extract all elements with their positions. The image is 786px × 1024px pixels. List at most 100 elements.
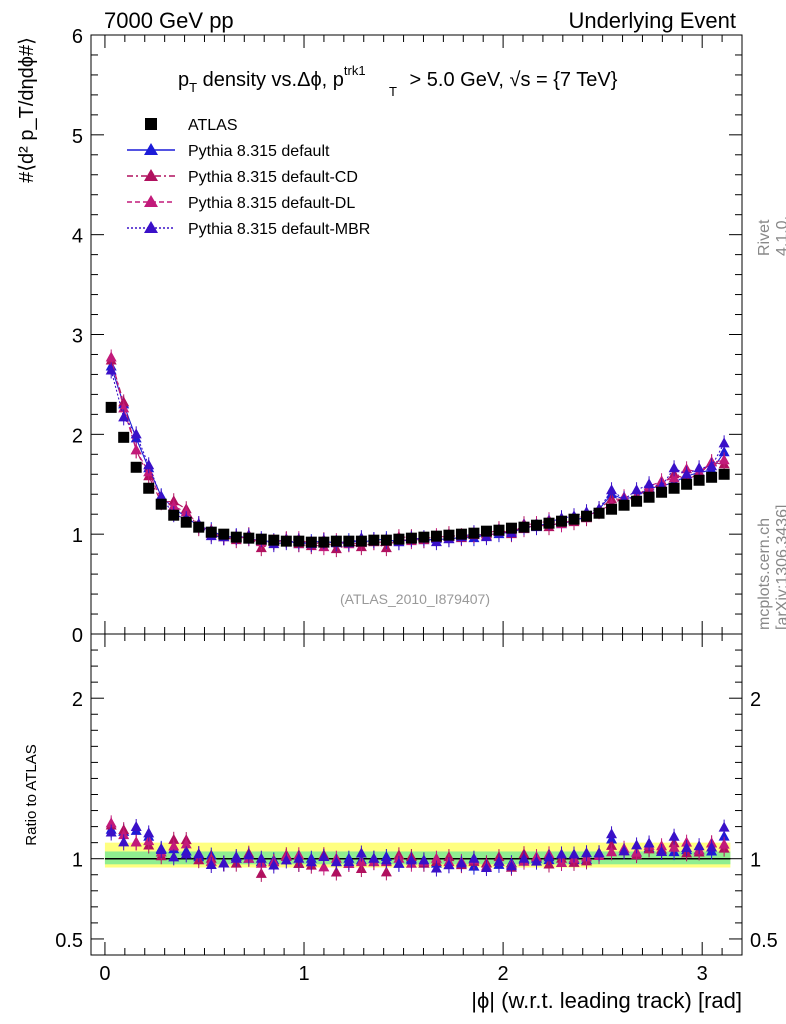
data-point-atlas — [493, 524, 505, 536]
data-point-dl — [118, 402, 130, 413]
data-point-atlas — [418, 531, 430, 543]
ratio-point-mbr — [493, 855, 505, 866]
y-tick-label: 6 — [72, 26, 83, 48]
ratio-point-mbr — [255, 852, 267, 863]
ratio-point-mbr — [631, 839, 643, 850]
x-tick-label: 1 — [298, 963, 309, 985]
ratio-point-mbr — [243, 849, 255, 860]
data-point-mbr — [706, 460, 718, 471]
data-point-atlas — [243, 532, 255, 544]
data-point-atlas — [593, 507, 605, 519]
data-point-dl — [668, 472, 680, 483]
ratio-point-mbr — [430, 862, 442, 873]
data-point-mbr — [643, 478, 655, 489]
data-point-mbr — [606, 484, 618, 495]
ratio-point-mbr — [230, 852, 242, 863]
ratio-point-mbr — [143, 827, 155, 838]
data-point-atlas — [681, 478, 693, 490]
title-cut: > 5.0 GeV, — [404, 69, 509, 91]
ratio-point-mbr — [205, 858, 217, 869]
ratio-point-mbr — [606, 828, 618, 839]
ratio-point-mbr — [168, 851, 180, 862]
ratio-point-mbr — [318, 850, 330, 861]
ratio-point-mbr — [330, 856, 342, 867]
data-point-atlas — [393, 533, 405, 545]
y-tick-label: 5 — [72, 126, 83, 148]
x-tick-label: 3 — [697, 963, 708, 985]
data-point-atlas — [518, 521, 530, 533]
ratio-point-mbr — [343, 856, 355, 867]
data-point-atlas — [280, 535, 292, 547]
data-point-atlas — [143, 482, 155, 494]
data-point-atlas — [568, 513, 580, 525]
ratio-point-mbr — [505, 860, 517, 871]
ratio-y-tick-label-right: 2 — [750, 689, 761, 711]
ratio-y-tick-label-left: 0.5 — [55, 930, 83, 952]
y-tick-label: 3 — [72, 326, 83, 348]
x-tick-label: 0 — [99, 963, 110, 985]
ratio-axis-label: Ratio to ATLAS — [23, 744, 40, 845]
data-point-atlas — [293, 535, 305, 547]
ratio-point-mbr — [418, 854, 430, 865]
data-point-dl — [718, 454, 730, 465]
header-energy: 7000 GeV pp — [104, 8, 234, 33]
ratio-point-mbr — [556, 848, 568, 859]
data-point-atlas — [430, 530, 442, 542]
title-s: s = {7 TeV} — [520, 69, 617, 91]
legend-marker-default — [144, 143, 158, 155]
ratio-point-mbr — [468, 852, 480, 863]
data-point-dl — [105, 351, 117, 362]
ratio-point-mbr — [393, 857, 405, 868]
data-point-mbr — [718, 437, 730, 448]
ratio-point-mbr — [668, 830, 680, 841]
ratio-point-mbr — [118, 836, 130, 847]
data-point-atlas — [643, 491, 655, 503]
ratio-point-mbr — [380, 854, 392, 865]
data-point-atlas — [380, 534, 392, 546]
analysis-watermark: (ATLAS_2010_I879407) — [340, 591, 490, 607]
ratio-point-mbr — [681, 842, 693, 852]
legend-marker-dl — [144, 195, 158, 207]
ratio-point-mbr — [405, 854, 417, 865]
data-point-atlas — [343, 535, 355, 547]
data-point-mbr — [143, 459, 155, 470]
data-point-mbr — [668, 462, 680, 473]
y-axis-label: #⟨d² p_T/dηdϕ#⟩ — [16, 37, 38, 183]
series-line-mbr — [110, 370, 725, 545]
data-point-atlas — [230, 531, 242, 543]
data-point-atlas — [706, 471, 718, 483]
x-tick-label: 2 — [498, 963, 509, 985]
ratio-point-mbr — [581, 847, 593, 858]
ratio-point-mbr — [718, 821, 730, 832]
data-point-atlas — [168, 509, 180, 521]
series-line-default — [110, 366, 725, 545]
data-point-atlas — [155, 498, 167, 510]
data-point-mbr — [631, 484, 643, 495]
side-text-mcplots: mcplots.cern.ch [arXiv:1306.3436] — [756, 504, 786, 630]
legend-marker-mbr — [144, 221, 158, 233]
data-point-mbr — [693, 462, 705, 473]
title-sub-t: T — [189, 80, 197, 95]
ratio-point-cd — [330, 866, 342, 877]
legend-label-dl: Pythia 8.315 default-DL — [188, 195, 355, 212]
ratio-y-tick-label-left: 2 — [72, 689, 83, 711]
data-point-atlas — [468, 527, 480, 539]
ratio-point-dl — [130, 836, 142, 847]
ratio-point-mbr — [593, 847, 605, 858]
ratio-point-mbr — [268, 859, 280, 870]
ratio-point-cd — [380, 866, 392, 877]
ratio-point-mbr — [518, 852, 530, 863]
ratio-y-tick-label-left: 1 — [72, 850, 83, 872]
data-point-dl — [168, 500, 180, 511]
title-sup-trk1: trk1 — [344, 63, 366, 78]
ratio-point-mbr — [130, 820, 142, 831]
ratio-point-default — [718, 830, 730, 841]
data-point-atlas — [193, 521, 205, 533]
side-text-rivet: Rivet 4.1.0, ≥ 100k events — [756, 215, 786, 256]
ratio-point-mbr — [618, 845, 630, 856]
ratio-point-dl — [606, 846, 618, 857]
ratio-point-mbr — [105, 826, 117, 837]
data-point-atlas — [405, 532, 417, 544]
legend-marker-atlas — [145, 118, 157, 130]
